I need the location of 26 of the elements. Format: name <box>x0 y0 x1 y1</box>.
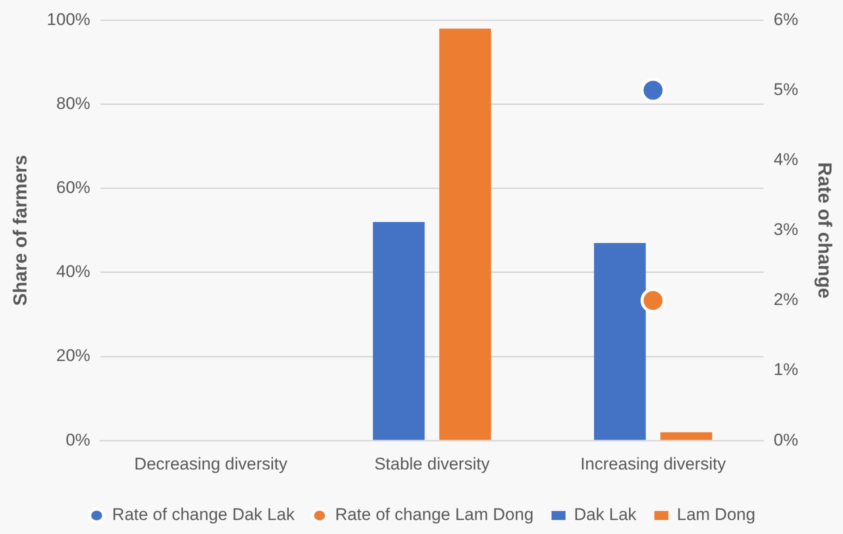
y-axis-title: Share of farmers <box>10 154 32 306</box>
legend-label: Dak Lak <box>574 505 637 524</box>
legend-label: Rate of change Dak Lak <box>112 505 296 524</box>
legend-label: Lam Dong <box>676 505 756 524</box>
y-tick-label: 60% <box>56 178 90 198</box>
legend-label: Rate of change Lam Dong <box>335 505 534 524</box>
y2-axis-title: Rate of change <box>813 162 834 298</box>
y-tick-label: 40% <box>56 262 90 282</box>
y-tick-label: 80% <box>56 94 90 113</box>
y2-tick-label: 3% <box>774 220 798 240</box>
y2-tick-label: 6% <box>774 10 798 29</box>
y2-tick-label: 2% <box>774 290 798 310</box>
bar <box>660 432 712 440</box>
bar <box>594 243 646 440</box>
y2-tick-label: 4% <box>774 150 798 170</box>
x-tick-label: Decreasing diversity <box>134 454 288 474</box>
y-tick-label: 20% <box>56 346 90 366</box>
y2-tick-label: 0% <box>774 430 798 450</box>
bar <box>439 28 491 440</box>
x-tick-label: Stable diversity <box>374 454 490 474</box>
y2-tick-label: 1% <box>774 360 798 380</box>
y2-tick-label: 5% <box>774 80 798 99</box>
x-tick-label: Increasing diversity <box>580 454 726 474</box>
y-tick-label: 0% <box>66 430 90 450</box>
y-tick-label: 100% <box>46 10 90 29</box>
bar <box>372 222 425 440</box>
